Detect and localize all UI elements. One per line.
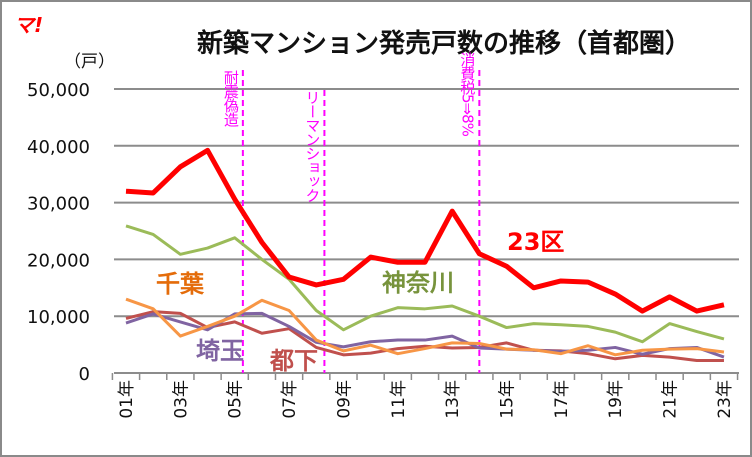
series-label: 神奈川 (382, 269, 454, 297)
y-tick-label: 0 (79, 364, 90, 385)
series-label: 千葉 (156, 270, 205, 298)
series-label: 23区 (507, 228, 564, 256)
series-label: 都下 (269, 347, 318, 375)
chart-title: 新築マンション発売戸数の推移（首都圏） (197, 28, 691, 59)
y-tick-label: 40,000 (27, 137, 90, 158)
annotation-label: リーマンショック (303, 90, 321, 203)
x-tick-label: 19年 (606, 380, 626, 419)
x-tick-label: 05年 (226, 380, 246, 419)
annotation-label: 消費税5⇒8% (458, 52, 476, 137)
x-tick-label: 03年 (171, 380, 191, 419)
y-tick-label: 30,000 (27, 194, 90, 215)
x-tick-label: 15年 (498, 380, 518, 419)
series-label: 埼玉 (196, 337, 244, 365)
x-tick-label: 13年 (443, 380, 463, 419)
y-tick-label: 50,000 (27, 80, 90, 101)
logo: マ! (14, 13, 43, 37)
x-tick-label: 21年 (661, 380, 681, 419)
x-tick-label: 09年 (334, 380, 354, 419)
x-tick-label: 11年 (389, 380, 409, 419)
x-tick-label: 07年 (280, 380, 300, 419)
x-tick-label: 17年 (552, 380, 572, 419)
x-tick-label: 01年 (117, 380, 137, 419)
x-tick-label: 23年 (715, 380, 735, 419)
y-axis-unit: （戸） (64, 52, 115, 72)
y-tick-label: 20,000 (27, 250, 90, 271)
y-tick-label: 10,000 (27, 307, 90, 328)
annotation-label: 耐震偽造 (222, 70, 240, 128)
